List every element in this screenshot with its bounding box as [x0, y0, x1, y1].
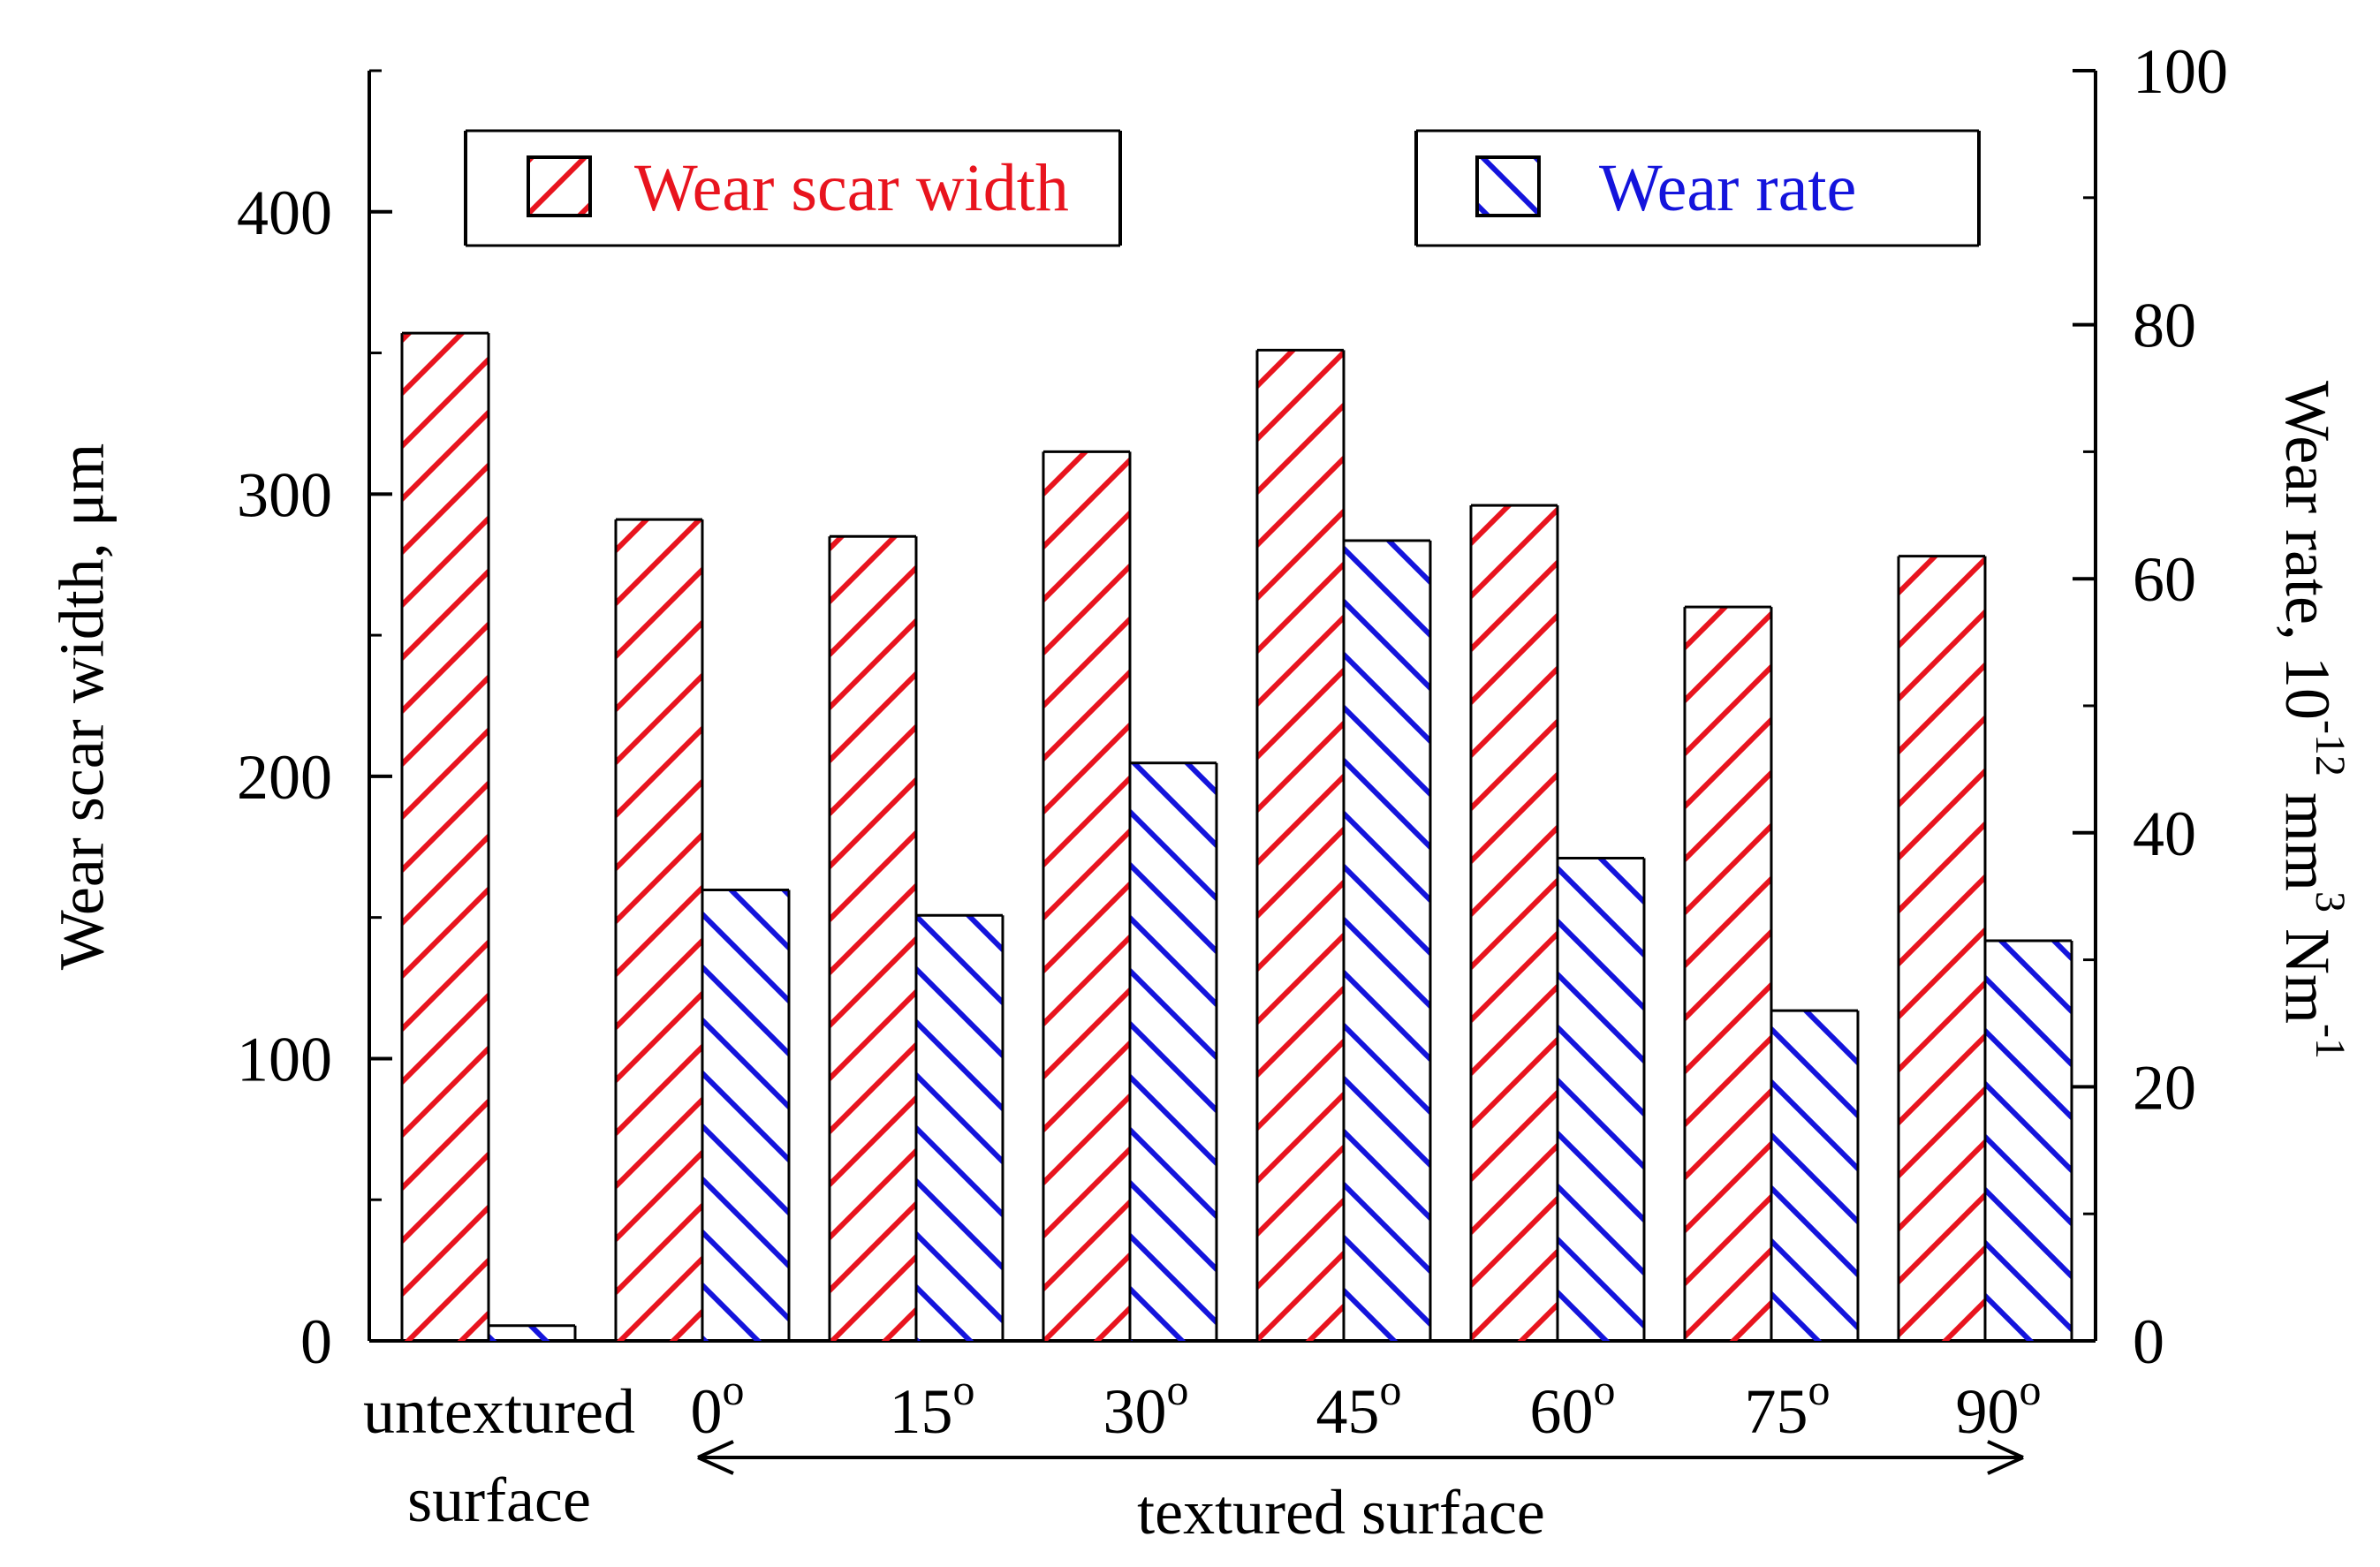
category-labels: untextured surface 0o 15o 30o 45o 60o 75o 90o	[363, 1365, 2041, 1535]
right-axis-ticks: 0 20 40 60 80 100	[2073, 36, 2228, 1377]
bar-wear-scar-width	[828, 534, 918, 1341]
bar-wear-rate	[1342, 539, 1432, 1341]
bar-fill	[1130, 762, 1217, 1341]
bar-fill	[1344, 541, 1430, 1341]
x-group-label: textured surface	[1137, 1477, 1545, 1548]
category-label-sub: surface	[407, 1465, 591, 1535]
bar-fill	[1558, 858, 1644, 1341]
bar-wear-scar-width	[400, 331, 490, 1342]
bar-wear-rate	[1983, 939, 2073, 1341]
bar-fill	[1685, 607, 1771, 1341]
legend-wear-scar-width: Wear scar width	[464, 129, 1122, 247]
left-tick-label: 0	[300, 1306, 332, 1377]
right-tick-label: 60	[2133, 544, 2196, 615]
bar-fill	[1899, 556, 1985, 1341]
right-tick-label: 100	[2133, 36, 2228, 107]
category-label: 45o	[1316, 1365, 1402, 1447]
category-label: 15o	[890, 1365, 975, 1447]
y-axis-right-title: Wear rate, 10-12 mm3 Nm-1	[2272, 381, 2353, 1059]
bar-fill	[702, 889, 789, 1341]
legend-wear-rate: Wear rate	[1414, 129, 1981, 247]
textured-surface-arrow	[697, 1440, 2024, 1475]
legend-swatch-blue	[1475, 155, 1541, 217]
category-label: 90o	[1956, 1365, 2042, 1447]
bar-fill	[402, 333, 489, 1342]
bar-fill	[1985, 941, 2072, 1341]
bar-wear-rate	[1128, 761, 1218, 1341]
legend-label-wear-rate: Wear rate	[1599, 151, 1856, 225]
bar-fill	[1043, 451, 1130, 1341]
bar-fill	[916, 915, 1003, 1341]
bar-fill	[616, 519, 702, 1341]
bar-wear-rate	[487, 1324, 577, 1341]
legend-swatch-red	[527, 155, 592, 217]
legend-label-wear-scar-width: Wear scar width	[634, 151, 1069, 225]
bar-wear-rate	[914, 913, 1004, 1341]
left-tick-label: 200	[237, 742, 332, 813]
bar-fill	[1257, 350, 1344, 1341]
bar-fill	[830, 536, 916, 1341]
right-tick-label: 80	[2133, 291, 2196, 361]
left-tick-label: 100	[237, 1024, 332, 1094]
bar-fill	[489, 1325, 575, 1341]
bar-wear-rate	[1770, 1009, 1860, 1341]
left-tick-label: 400	[237, 178, 332, 248]
bar-wear-scar-width	[1683, 605, 1773, 1341]
bar-wear-scar-width	[1255, 348, 1345, 1341]
left-tick-label: 300	[237, 459, 332, 530]
category-label: untextured	[363, 1376, 635, 1447]
bar-wear-scar-width	[614, 518, 704, 1341]
category-label: 75o	[1745, 1365, 1830, 1447]
bar-wear-rate	[1556, 857, 1646, 1341]
bar-wear-scar-width	[1897, 555, 1987, 1341]
right-tick-label: 40	[2133, 799, 2196, 869]
bar-wear-scar-width	[1042, 450, 1132, 1341]
bar-fill	[1471, 505, 1558, 1341]
y-axis-title: Wear scar width, μm	[47, 443, 117, 971]
bar-fill	[1771, 1011, 1858, 1341]
category-label: 60o	[1530, 1365, 1616, 1447]
category-label: 0o	[691, 1365, 745, 1447]
left-axis-ticks: 0 100 200 300 400	[237, 69, 392, 1377]
bar-wear-rate	[701, 889, 791, 1341]
bar-group	[400, 331, 2073, 1342]
right-tick-label: 0	[2133, 1306, 2164, 1377]
bar-wear-scar-width	[1469, 503, 1559, 1341]
right-tick-label: 20	[2133, 1052, 2196, 1123]
category-label: 30o	[1103, 1365, 1189, 1447]
